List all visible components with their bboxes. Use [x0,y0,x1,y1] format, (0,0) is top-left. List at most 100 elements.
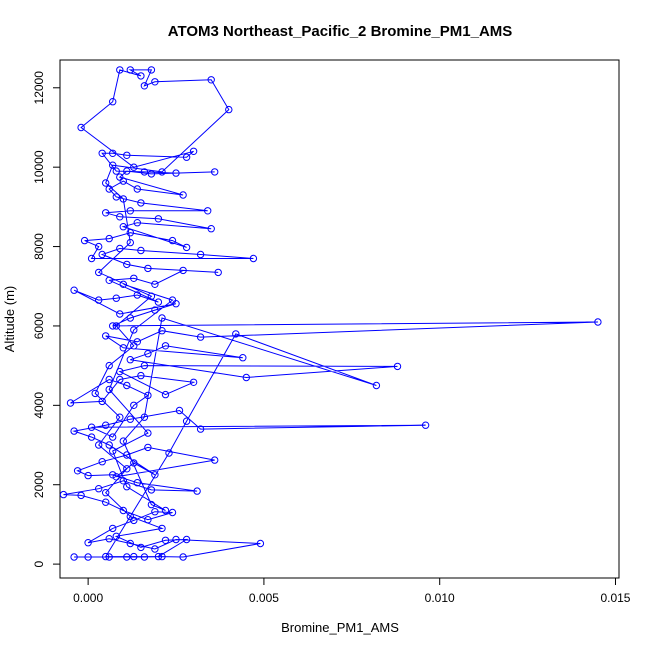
data-point [102,421,110,429]
data-point [207,76,215,84]
data-point [144,264,152,273]
data-point [98,397,106,406]
data-point [119,223,128,231]
series-line [63,69,598,558]
data-point [154,298,163,306]
x-axis-label: Bromine_PM1_AMS [281,620,399,635]
data-point [119,280,128,288]
data-point [196,425,205,433]
data-point [109,161,117,169]
x-tick-label: 0.005 [249,591,279,605]
data-point [105,441,113,449]
data-point [140,168,149,176]
data-point [126,207,135,215]
data-point [119,506,128,515]
data-point [112,193,121,201]
data-point [130,401,138,409]
data-point [147,500,156,509]
y-tick-label: 6000 [32,312,46,339]
data-point [102,332,110,340]
data-point [242,373,251,382]
data-point [158,524,166,533]
data-point [119,477,128,485]
data-point [130,552,138,561]
data-point [158,314,166,322]
data-point [59,490,68,499]
data-point [196,333,205,341]
data-point [372,381,381,390]
data-point [204,207,212,215]
data-point [421,421,430,429]
data-point [147,292,156,300]
data-point [158,168,166,176]
y-axis-label: Altitude (m) [2,286,17,352]
data-point [126,314,135,322]
data-point [109,322,117,330]
data-point [116,213,124,221]
data-point [189,147,198,156]
data-point [126,512,135,521]
data-point [84,539,92,547]
data-point [123,381,131,390]
x-tick-label: 0.000 [73,591,103,605]
data-point [211,168,219,176]
data-point [126,539,135,548]
data-point [112,294,121,302]
data-point [123,465,131,473]
data-point [66,399,75,407]
data-point [175,406,184,415]
data-point [158,327,166,335]
data-point [151,280,159,288]
data-point [147,486,156,494]
y-tick-label: 10000 [32,150,46,184]
x-tick-label: 0.010 [425,591,455,605]
data-point [172,535,180,544]
y-tick-label: 0 [32,560,46,567]
data-point [77,491,85,500]
data-point [105,375,113,384]
data-point [126,229,135,237]
data-point [105,535,113,543]
data-point [126,356,135,364]
data-point [182,535,191,544]
data-point [102,498,110,506]
data-point [137,246,145,255]
data-point [211,456,219,464]
data-point [102,179,110,187]
data-point [116,244,124,253]
data-point [95,296,103,304]
data-point [182,153,191,161]
y-tick-label: 12000 [32,71,46,105]
data-point [172,169,180,177]
data-point [102,209,110,217]
data-point [137,543,145,552]
data-point [179,553,187,561]
data-point [151,306,159,314]
data-point [130,274,138,282]
data-point [98,149,106,158]
data-point [95,242,103,251]
data-point [144,516,152,524]
data-point [112,322,121,330]
data-point [95,441,103,449]
data-point [256,539,265,548]
data-point [133,479,142,487]
y-axis: 0 2000 4000 6000 8000 10000 12000 [32,71,60,567]
data-point [109,149,117,158]
data-point [70,286,78,294]
data-point [123,553,131,561]
data-point [144,443,152,452]
data-point [225,105,233,114]
data-point [196,250,205,259]
data-point [130,342,138,350]
data-point [123,483,131,491]
data-point [179,266,187,275]
data-point [70,427,78,435]
data-point [105,276,113,284]
data-point [144,350,152,358]
data-point [116,310,124,318]
data-point [105,385,113,394]
data-point [165,449,173,457]
data-point [119,195,128,203]
data-point [147,66,156,74]
